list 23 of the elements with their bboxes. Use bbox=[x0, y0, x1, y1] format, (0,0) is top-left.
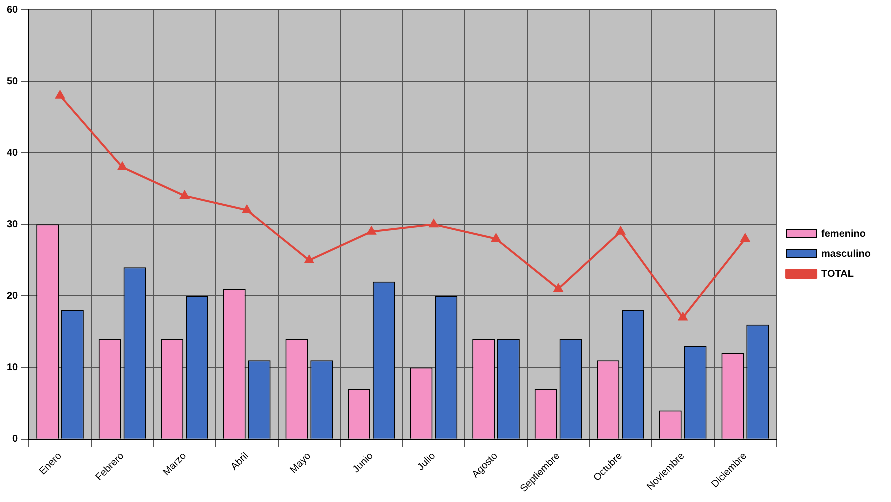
y-tick-label: 40 bbox=[7, 148, 19, 159]
point bbox=[367, 226, 376, 235]
point bbox=[242, 205, 252, 214]
point bbox=[492, 234, 501, 242]
legend-label: masculino bbox=[822, 248, 872, 260]
point bbox=[678, 312, 688, 321]
point bbox=[56, 90, 65, 99]
point bbox=[554, 284, 564, 292]
point bbox=[180, 191, 190, 200]
x-tick-label: Julio bbox=[416, 450, 438, 474]
point bbox=[118, 162, 128, 170]
y-tick-label: 30 bbox=[7, 219, 19, 230]
y-tick-label: 0 bbox=[12, 434, 19, 446]
legend-label: femenino bbox=[822, 228, 866, 240]
y-tick-label: 20 bbox=[7, 290, 19, 302]
y-tick-label: 50 bbox=[7, 76, 19, 88]
point bbox=[304, 255, 314, 264]
legend-label: TOTAL bbox=[822, 268, 854, 280]
point bbox=[430, 220, 438, 228]
y-tick-label: 60 bbox=[7, 4, 19, 16]
point bbox=[616, 226, 626, 235]
point bbox=[740, 234, 750, 242]
y-tick-label: 10 bbox=[7, 362, 19, 374]
